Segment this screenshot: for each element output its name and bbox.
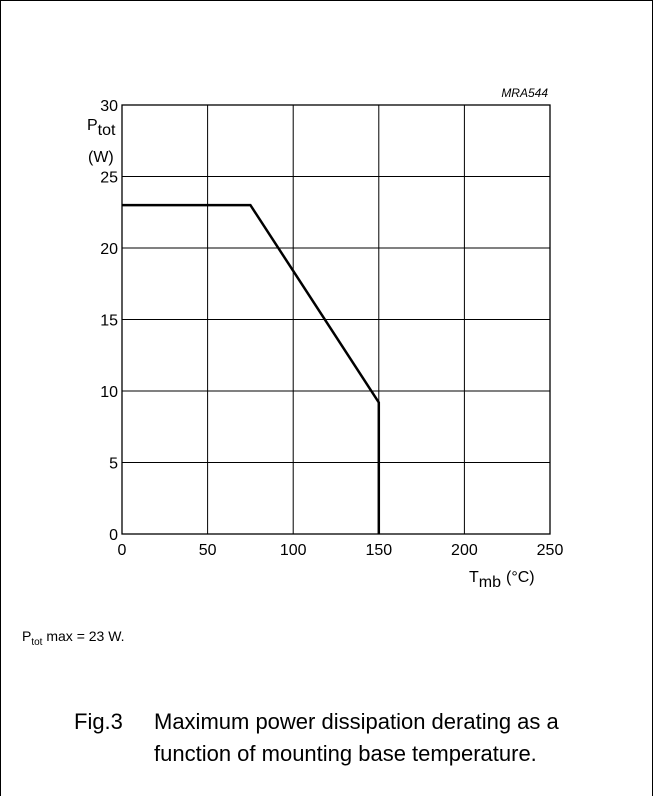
x-tick-label-5: 250: [537, 542, 564, 559]
x-tick-label-3: 150: [365, 542, 392, 559]
derating-curve: [122, 203, 381, 534]
note-text: Ptot max = 23 W.: [22, 628, 125, 648]
grid-lines: [121, 104, 551, 535]
y-tick-label-5: 25: [100, 170, 118, 187]
caption-line-2: function of mounting base temperature.: [154, 741, 537, 766]
caption-line-1: Maximum power dissipation derating as a: [154, 709, 559, 734]
y-tick-labels: 0 5 10 15 20 25 30: [100, 98, 118, 544]
x-tick-label-0: 0: [118, 542, 127, 559]
caption-label: Fig.3: [74, 709, 123, 734]
x-axis-label: Tmb (°C): [469, 569, 535, 591]
y-axis-unit: (W): [88, 149, 114, 166]
y-tick-label-4: 20: [100, 241, 118, 258]
x-tick-label-4: 200: [451, 542, 478, 559]
figure-caption: Fig.3 Maximum power dissipation derating …: [74, 706, 559, 770]
figure-code: MRA544: [501, 86, 548, 100]
y-tick-label-0: 0: [109, 527, 118, 544]
y-axis-label: Ptot: [87, 117, 116, 139]
x-tick-labels: 0 50 100 150 200 250: [118, 542, 564, 559]
x-tick-label-2: 100: [280, 542, 307, 559]
y-tick-label-2: 10: [100, 384, 118, 401]
x-tick-label-1: 50: [199, 542, 217, 559]
y-tick-label-3: 15: [100, 313, 118, 330]
y-tick-label-1: 5: [109, 456, 118, 473]
y-tick-label-6: 30: [100, 98, 118, 115]
plot-border: [121, 104, 551, 535]
